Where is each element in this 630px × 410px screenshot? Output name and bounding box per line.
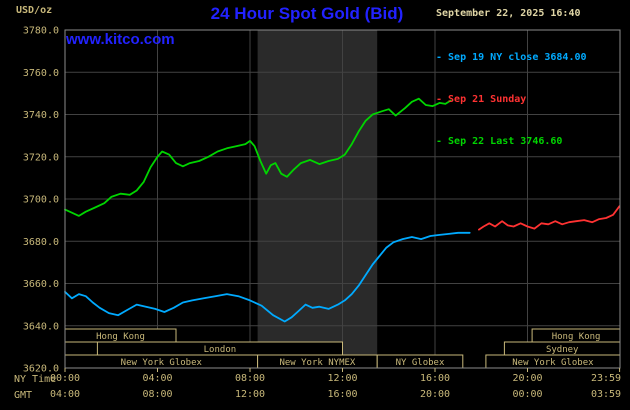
y-tick-label: 3740.0: [23, 110, 59, 121]
series-line-sep-22-last-3746-60: [64, 97, 452, 217]
session-label: Sydney: [546, 345, 579, 355]
x-tick-label-gmt: 16:00: [327, 389, 357, 400]
session-label: New York Globex: [512, 358, 594, 368]
y-tick-label: 3680.0: [23, 237, 59, 248]
y-axis-units-label: USD/oz: [16, 5, 53, 16]
legend-entry-sep21: - Sep 21 Sunday: [436, 94, 527, 105]
x-tick-label-ny: 08:00: [235, 373, 265, 384]
ny-time-axis-label: NY Time: [14, 374, 57, 385]
session-label: New York NYMEX: [279, 358, 355, 368]
y-tick-label: 3620.0: [23, 364, 59, 375]
x-tick-label-ny: 00:00: [50, 373, 80, 384]
x-tick-label-gmt: 08:00: [142, 389, 172, 400]
session-label: New York Globex: [121, 358, 203, 368]
y-tick-label: 3780.0: [23, 26, 59, 37]
y-tick-label: 3760.0: [23, 68, 59, 79]
x-tick-label-ny: 12:00: [327, 373, 357, 384]
x-tick-label-gmt: 12:00: [235, 389, 265, 400]
series-line-sep-19-ny-close-3684-00: [64, 231, 471, 323]
session-label: NY Globex: [396, 358, 445, 368]
legend-entry-sep19: - Sep 19 NY close 3684.00: [436, 52, 587, 63]
x-tick-label-ny: 16:00: [420, 373, 450, 384]
x-tick-label-gmt: 04:00: [50, 389, 80, 400]
x-tick-label-gmt: 00:00: [512, 389, 542, 400]
kitco-watermark-link[interactable]: www.kitco.com: [66, 31, 175, 48]
y-tick-label: 3720.0: [23, 152, 59, 163]
x-tick-label-ny: 20:00: [512, 373, 542, 384]
gmt-axis-label: GMT: [14, 390, 33, 401]
y-tick-label: 3700.0: [23, 195, 59, 206]
session-label: Hong Kong: [552, 332, 601, 342]
series-line-sep-21-sunday: [477, 205, 621, 231]
chart-title: 24 Hour Spot Gold (Bid): [210, 4, 404, 23]
y-tick-label: 3640.0: [23, 321, 59, 332]
legend-entry-sep22: - Sep 22 Last 3746.60: [436, 136, 563, 147]
x-tick-label-ny: 04:00: [142, 373, 172, 384]
session-label: Hong Kong: [96, 332, 145, 342]
datetime-stamp: September 22, 2025 16:40: [436, 8, 581, 19]
x-tick-label-gmt: 03:59: [591, 389, 621, 400]
x-tick-label-ny: 23:59: [591, 373, 621, 384]
legend: - Sep 19 NY close 3684.00 - Sep 21 Sunda…: [436, 23, 587, 177]
x-tick-label-gmt: 20:00: [420, 389, 450, 400]
session-label: London: [204, 345, 237, 355]
y-tick-label: 3660.0: [23, 279, 59, 290]
